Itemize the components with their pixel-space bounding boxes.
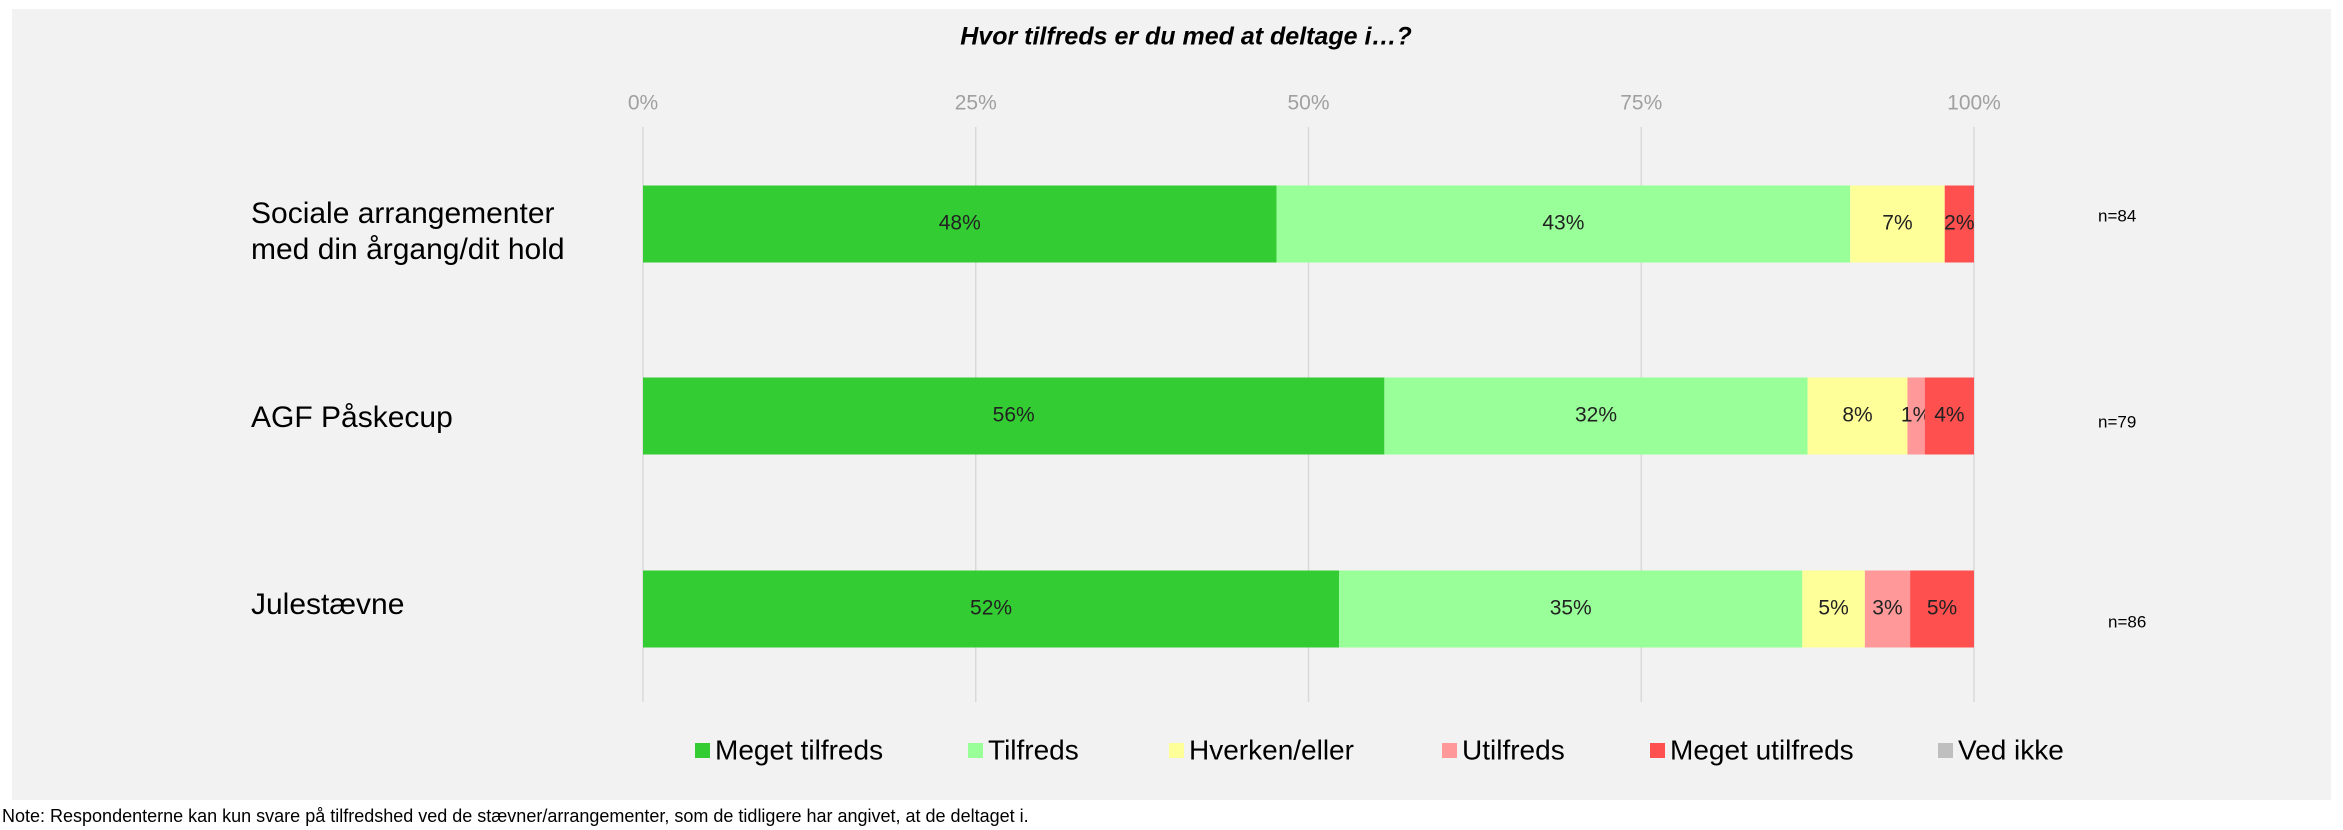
- legend-label: Ved ikke: [1958, 734, 2064, 765]
- legend-label: Meget utilfreds: [1670, 734, 1854, 765]
- legend-label: Hverken/eller: [1189, 734, 1354, 765]
- legend-swatch: [695, 743, 710, 758]
- bar-segment: [1276, 185, 1851, 263]
- legend-label: Meget tilfreds: [715, 734, 883, 765]
- x-tick-label: 50%: [1287, 92, 1329, 115]
- bar-segment: [1807, 377, 1908, 455]
- bar-segment: [1910, 570, 1974, 648]
- bar-segment: [1802, 570, 1865, 648]
- data-label: 3%: [1872, 597, 1902, 620]
- data-label: 8%: [1842, 404, 1872, 427]
- category-label: Julestævne: [251, 588, 405, 621]
- data-label: 43%: [1542, 212, 1584, 235]
- legend-swatch: [1938, 743, 1953, 758]
- data-label: 4%: [1934, 404, 1964, 427]
- data-label: 7%: [1882, 212, 1912, 235]
- bar-segment: [1944, 185, 1974, 263]
- chart-title: Hvor tilfreds er du med at deltage i…?: [960, 23, 1411, 51]
- category-label: AGF Påskecup: [251, 401, 453, 434]
- x-tick-label: 75%: [1620, 92, 1662, 115]
- data-label: 48%: [939, 212, 981, 235]
- legend-label: Utilfreds: [1462, 734, 1565, 765]
- x-tick-label: 25%: [955, 92, 997, 115]
- legend-swatch: [1650, 743, 1665, 758]
- bar-segment: [1864, 570, 1911, 648]
- bar-segment: [1907, 377, 1925, 455]
- x-tick-label: 100%: [1947, 92, 2001, 115]
- legend-swatch: [968, 743, 983, 758]
- sample-size: n=84: [2098, 206, 2136, 225]
- bar-segment: [1924, 377, 1974, 455]
- data-label: 52%: [970, 597, 1012, 620]
- data-label: 2%: [1944, 212, 1974, 235]
- data-label: 35%: [1550, 597, 1592, 620]
- data-label: 32%: [1575, 404, 1617, 427]
- x-tick-label: 0%: [628, 92, 658, 115]
- category-label: Sociale arrangementer med din årgang/dit…: [251, 197, 565, 266]
- data-label: 1%: [1901, 404, 1931, 427]
- data-label: 5%: [1818, 597, 1848, 620]
- sample-size: n=86: [2108, 612, 2146, 631]
- data-label: 5%: [1927, 597, 1957, 620]
- legend-swatch: [1169, 743, 1184, 758]
- data-label: 56%: [993, 404, 1035, 427]
- legend-label: Tilfreds: [988, 734, 1079, 765]
- bar-segment: [1339, 570, 1803, 648]
- bar-segment: [1384, 377, 1808, 455]
- note: Note: Respondenterne kan kun svare på ti…: [2, 806, 1029, 826]
- bar-segment: [643, 185, 1277, 263]
- bar-segment: [643, 377, 1385, 455]
- legend-swatch: [1442, 743, 1457, 758]
- bar-segment: [643, 570, 1340, 648]
- sample-size: n=79: [2098, 412, 2136, 431]
- bar-segment: [1850, 185, 1945, 263]
